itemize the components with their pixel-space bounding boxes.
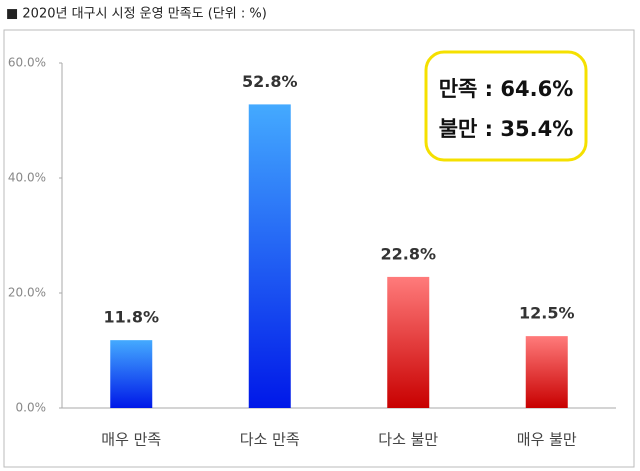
value-label: 12.5% <box>519 304 575 323</box>
frame <box>3 29 635 468</box>
x-tick-label: 매우 불만 <box>517 431 577 449</box>
y-tick-label: 60.0% <box>8 56 46 70</box>
annotation: 불만 : 35.4% <box>439 117 574 141</box>
bar <box>387 276 430 408</box>
summary-box <box>424 50 588 162</box>
value-label: 11.8% <box>103 308 159 327</box>
value-label: 22.8% <box>380 244 436 263</box>
bar <box>110 340 153 408</box>
x-tick-label: 매우 만족 <box>101 431 161 449</box>
bar <box>248 104 291 409</box>
y-tick-label: 20.0% <box>8 286 46 300</box>
bar <box>525 336 568 408</box>
y-tick-label: 0.0% <box>16 401 47 415</box>
annotation: 만족 : 64.6% <box>439 77 574 101</box>
chart-title: ■ 2020년 대구시 시정 운영 만족도 (단위 : %) <box>6 7 267 22</box>
y-tick-label: 40.0% <box>8 171 46 185</box>
x-tick-label: 다소 만족 <box>240 431 300 449</box>
value-label: 52.8% <box>242 72 298 91</box>
x-tick-label: 다소 불만 <box>378 431 438 449</box>
